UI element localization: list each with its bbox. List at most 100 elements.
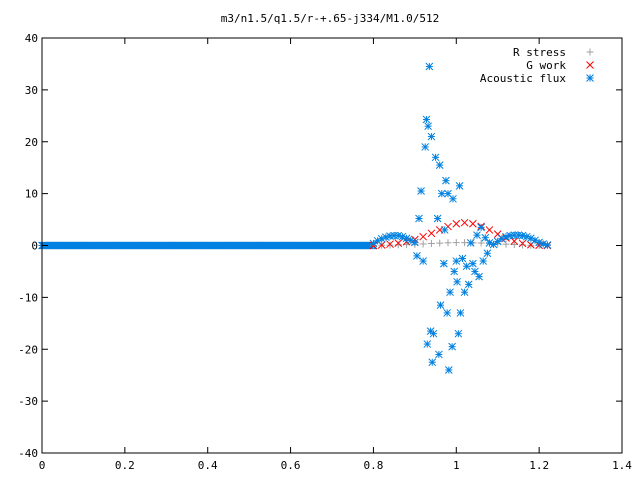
acoustic-flux-point (427, 132, 436, 141)
legend-label: G work (526, 59, 566, 72)
acoustic-flux-point (433, 214, 442, 223)
x-tick-label: 0.8 (363, 459, 383, 472)
acoustic-flux-point (483, 249, 492, 258)
acoustic-flux-point (471, 267, 479, 276)
acoustic-flux-point (411, 238, 419, 247)
y-tick-label: 0 (31, 240, 38, 253)
acoustic-flux-point (425, 62, 434, 71)
acoustic-flux-point (422, 115, 431, 124)
acoustic-flux-point (489, 240, 498, 249)
acoustic-flux-point (440, 259, 448, 268)
r-stress-point (502, 240, 510, 248)
acoustic-flux-point (469, 259, 477, 268)
g-work-point (510, 237, 519, 245)
legend-swatch (586, 48, 594, 56)
g-work-point (469, 219, 477, 228)
g-work-point (386, 240, 394, 249)
acoustic-flux-point (415, 214, 423, 223)
y-tick-label: -10 (18, 291, 38, 304)
g-work-point (485, 226, 494, 234)
y-tick-label: 30 (25, 84, 38, 97)
acoustic-flux-point (417, 187, 425, 195)
x-tick-label: 0 (39, 459, 46, 472)
x-tick-label: 1 (453, 459, 460, 472)
acoustic-flux-point (456, 309, 465, 317)
legend-swatch (586, 61, 594, 69)
acoustic-flux-point (377, 234, 386, 243)
acoustic-flux-point (436, 301, 445, 310)
r-stress-point (461, 239, 469, 247)
acoustic-flux-point (431, 153, 440, 162)
r-stress-point (519, 241, 527, 249)
r-stress-point (427, 240, 435, 248)
acoustic-flux-point (493, 237, 502, 246)
acoustic-flux-point (453, 277, 461, 286)
r-stress-point (403, 241, 411, 249)
acoustic-flux-point (428, 358, 437, 367)
acoustic-flux-point (440, 226, 449, 234)
g-work-point (394, 239, 403, 248)
acoustic-flux-point (458, 254, 467, 263)
legend-label: Acoustic flux (480, 72, 566, 85)
acoustic-flux-point (454, 329, 463, 338)
acoustic-flux-point (435, 350, 443, 359)
axes: 0 0.2 0.4 0.6 0.8 1 1.2 1.4 -40 -30 -20 -10 0 10 20 30 4… (18, 32, 632, 472)
r-stress-point (477, 239, 485, 247)
legend-label: R stress (513, 46, 566, 59)
acoustic-flux-point (450, 267, 459, 276)
g-work-point (452, 219, 461, 228)
r-stress-point (394, 241, 402, 249)
g-work-point (518, 239, 527, 248)
acoustic-flux-point (446, 288, 454, 297)
acoustic-flux-point (477, 223, 485, 232)
g-work-point (460, 218, 469, 227)
x-tick-label: 1.4 (612, 459, 632, 472)
x-tick-label: 0.4 (198, 459, 218, 472)
acoustic-flux-point (421, 143, 430, 151)
acoustic-flux-point (448, 342, 456, 351)
acoustic-flux-point (473, 231, 481, 239)
g-work-point (419, 232, 427, 241)
x-tick-label: 0.6 (281, 459, 301, 472)
acoustic-flux-point (481, 233, 490, 242)
acoustic-flux-point (460, 288, 469, 297)
g-work-point (427, 229, 436, 238)
y-tick-label: -40 (18, 447, 38, 460)
x-tick-label: 1.2 (529, 459, 549, 472)
acoustic-flux-point (475, 272, 483, 281)
acoustic-flux-point (455, 181, 464, 190)
acoustic-flux-point (452, 257, 461, 265)
r-stress-point (386, 241, 394, 249)
acoustic-flux-point (419, 257, 427, 265)
acoustic-flux-point (444, 366, 453, 374)
acoustic-flux-point (423, 340, 432, 348)
r-stress-point (510, 241, 518, 249)
acoustic-flux-point (413, 252, 421, 260)
acoustic-flux-point (466, 239, 475, 247)
acoustic-flux-point (543, 241, 552, 249)
y-tick-label: 20 (25, 136, 38, 149)
r-stress-point (419, 240, 427, 248)
r-stress-point (452, 239, 460, 247)
y-tick-label: -20 (18, 343, 38, 356)
acoustic-flux-point (424, 122, 432, 131)
acoustic-flux-point (437, 189, 446, 198)
acoustic-flux-point (429, 329, 438, 338)
r-stress-point (436, 239, 444, 247)
y-tick-label: 40 (25, 32, 38, 45)
acoustic-flux-point (449, 194, 457, 203)
acoustic-flux-point (443, 309, 452, 317)
legend-swatch (586, 74, 594, 82)
y-tick-label: 10 (25, 188, 38, 201)
acoustic-flux-point (462, 262, 471, 271)
acoustic-flux-point (442, 176, 450, 185)
chart-title: m3/n1.5/q1.5/r-+.65-j334/M1.0/512 (221, 12, 440, 25)
acoustic-flux-point (479, 257, 488, 265)
r-stress-point (444, 239, 452, 247)
acoustic-flux-point (464, 280, 473, 289)
plot-area (38, 62, 552, 374)
y-tick-label: -30 (18, 395, 38, 408)
x-tick-label: 0.2 (115, 459, 135, 472)
